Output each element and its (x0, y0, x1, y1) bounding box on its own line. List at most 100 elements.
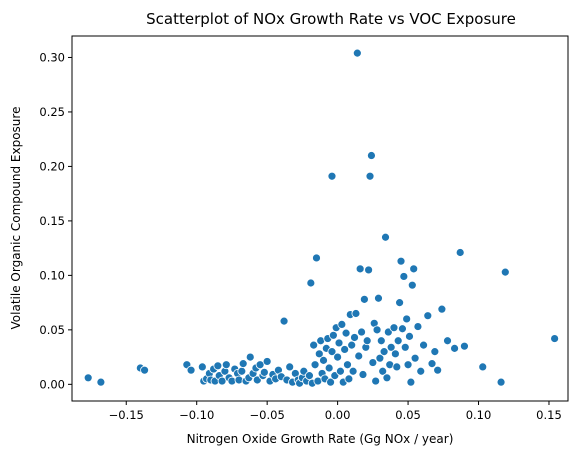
data-point (255, 360, 265, 370)
data-point (398, 324, 407, 334)
data-point (372, 325, 382, 335)
data-point (430, 347, 440, 357)
data-point (419, 340, 428, 350)
data-point (355, 264, 365, 274)
data-point (393, 336, 403, 346)
data-point (347, 340, 357, 350)
data-point (407, 280, 417, 290)
data-point (443, 336, 452, 346)
data-point (405, 331, 414, 341)
data-point (333, 352, 343, 362)
data-point (400, 342, 410, 352)
data-point (399, 272, 409, 281)
data-point (450, 343, 459, 353)
data-point (455, 248, 465, 257)
data-point (309, 340, 319, 350)
y-tick-label: 0.30 (39, 50, 65, 64)
data-point (140, 365, 149, 375)
data-point (413, 322, 423, 331)
data-point (336, 366, 345, 376)
data-point (327, 347, 337, 357)
data-point (357, 327, 366, 337)
data-point (285, 362, 295, 372)
data-point (376, 336, 386, 346)
data-point (423, 311, 433, 321)
data-point (245, 352, 255, 362)
data-point (359, 294, 369, 304)
chart-title: Scatterplot of NOx Growth Rate vs VOC Ex… (146, 10, 516, 28)
y-tick-label: 0.05 (39, 323, 65, 337)
data-point (310, 360, 320, 370)
y-axis-label: Volatile Organic Compound Exposure (9, 107, 23, 330)
data-point (217, 376, 227, 386)
data-point (334, 338, 344, 348)
x-tick-label: −0.15 (109, 408, 144, 422)
data-point (379, 347, 389, 357)
data-point (237, 366, 247, 376)
data-point (375, 353, 385, 363)
x-axis-label: Nitrogen Oxide Growth Rate (Gg NOx / yea… (187, 432, 454, 446)
data-point (378, 366, 388, 376)
data-point (327, 171, 337, 181)
data-point (364, 265, 374, 275)
data-point (354, 351, 364, 361)
data-point (396, 256, 406, 266)
data-point (410, 353, 420, 363)
data-point (389, 323, 399, 333)
y-tick-label: 0.25 (39, 105, 65, 119)
x-tick-label: 0.10 (466, 408, 492, 422)
data-point (406, 377, 416, 387)
y-tick-label: 0.10 (39, 268, 65, 282)
data-point (403, 360, 413, 370)
points-layer (83, 48, 560, 388)
data-point (371, 376, 381, 386)
data-point (351, 309, 361, 318)
data-point (324, 363, 334, 373)
data-point (433, 365, 443, 375)
x-tick-label: 0.15 (536, 408, 562, 422)
data-point (259, 367, 269, 377)
x-tick-label: −0.05 (250, 408, 285, 422)
data-point (390, 349, 400, 359)
data-point (460, 341, 469, 351)
data-point (416, 366, 426, 376)
data-point (344, 374, 354, 384)
data-point (341, 328, 351, 338)
data-point (350, 333, 359, 342)
data-point (314, 349, 324, 359)
plot-frame (71, 35, 569, 402)
data-point (306, 278, 316, 288)
x-tick-label: 0.00 (325, 408, 351, 422)
data-point (262, 357, 272, 366)
data-point (402, 314, 412, 324)
data-point (358, 370, 368, 379)
data-point (348, 366, 358, 376)
data-point (550, 334, 560, 343)
data-point (279, 316, 289, 326)
data-point (365, 171, 375, 181)
data-point (197, 362, 207, 372)
data-point (368, 358, 378, 367)
data-point (186, 365, 196, 375)
data-point (500, 267, 510, 277)
data-point (213, 361, 223, 371)
y-tick-label: 0.00 (39, 377, 65, 391)
data-point (367, 151, 376, 160)
data-point (305, 371, 314, 381)
y-tick-label: 0.15 (39, 214, 65, 228)
data-point (395, 298, 405, 308)
data-point (409, 264, 419, 274)
data-point (478, 362, 488, 372)
data-point (381, 232, 390, 242)
data-point (343, 360, 352, 370)
data-point (340, 345, 350, 354)
data-point (319, 355, 328, 365)
data-point (362, 336, 372, 346)
data-point (83, 373, 93, 383)
data-point (352, 48, 362, 58)
data-point (382, 373, 392, 383)
data-point (427, 359, 437, 369)
data-point (326, 377, 335, 387)
data-point (221, 360, 231, 370)
data-point (437, 304, 447, 314)
